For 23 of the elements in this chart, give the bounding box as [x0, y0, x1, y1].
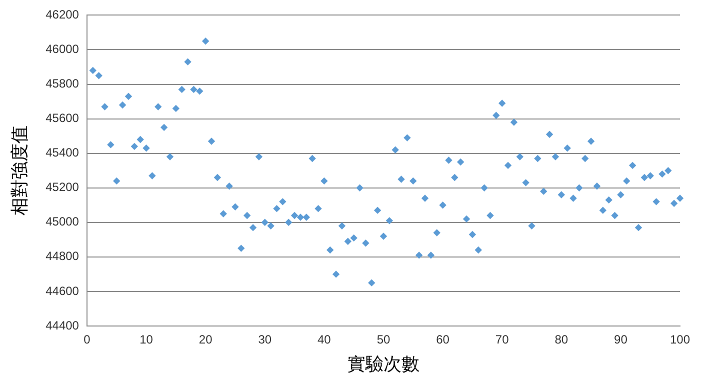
- y-axis-title: 相對強度值: [9, 126, 30, 216]
- y-tick-label: 44400: [46, 318, 80, 332]
- y-tick-label: 45200: [46, 180, 80, 194]
- x-tick-label: 20: [198, 332, 213, 347]
- y-tick-label: 45000: [46, 214, 80, 229]
- y-tick-label: 46200: [46, 8, 80, 22]
- y-tick-label: 46000: [46, 42, 80, 56]
- x-tick-label: 30: [258, 332, 272, 347]
- x-axis-title: 實驗次數: [347, 354, 420, 375]
- x-tick-label: 70: [495, 332, 510, 347]
- x-tick-label: 100: [670, 332, 690, 347]
- y-tick-label: 45800: [46, 76, 80, 91]
- y-tick-label: 45400: [46, 146, 80, 160]
- y-tick-label: 45600: [46, 111, 80, 126]
- x-tick-label: 50: [376, 332, 390, 347]
- x-tick-label: 40: [318, 332, 332, 347]
- x-tick-label: 90: [614, 332, 628, 347]
- x-tick-label: 0: [84, 332, 91, 347]
- x-tick-label: 10: [140, 332, 154, 347]
- y-tick-label: 44600: [46, 284, 80, 298]
- y-tick-label: 44800: [46, 249, 80, 264]
- x-tick-label: 80: [554, 332, 568, 347]
- x-tick-label: 60: [436, 332, 450, 347]
